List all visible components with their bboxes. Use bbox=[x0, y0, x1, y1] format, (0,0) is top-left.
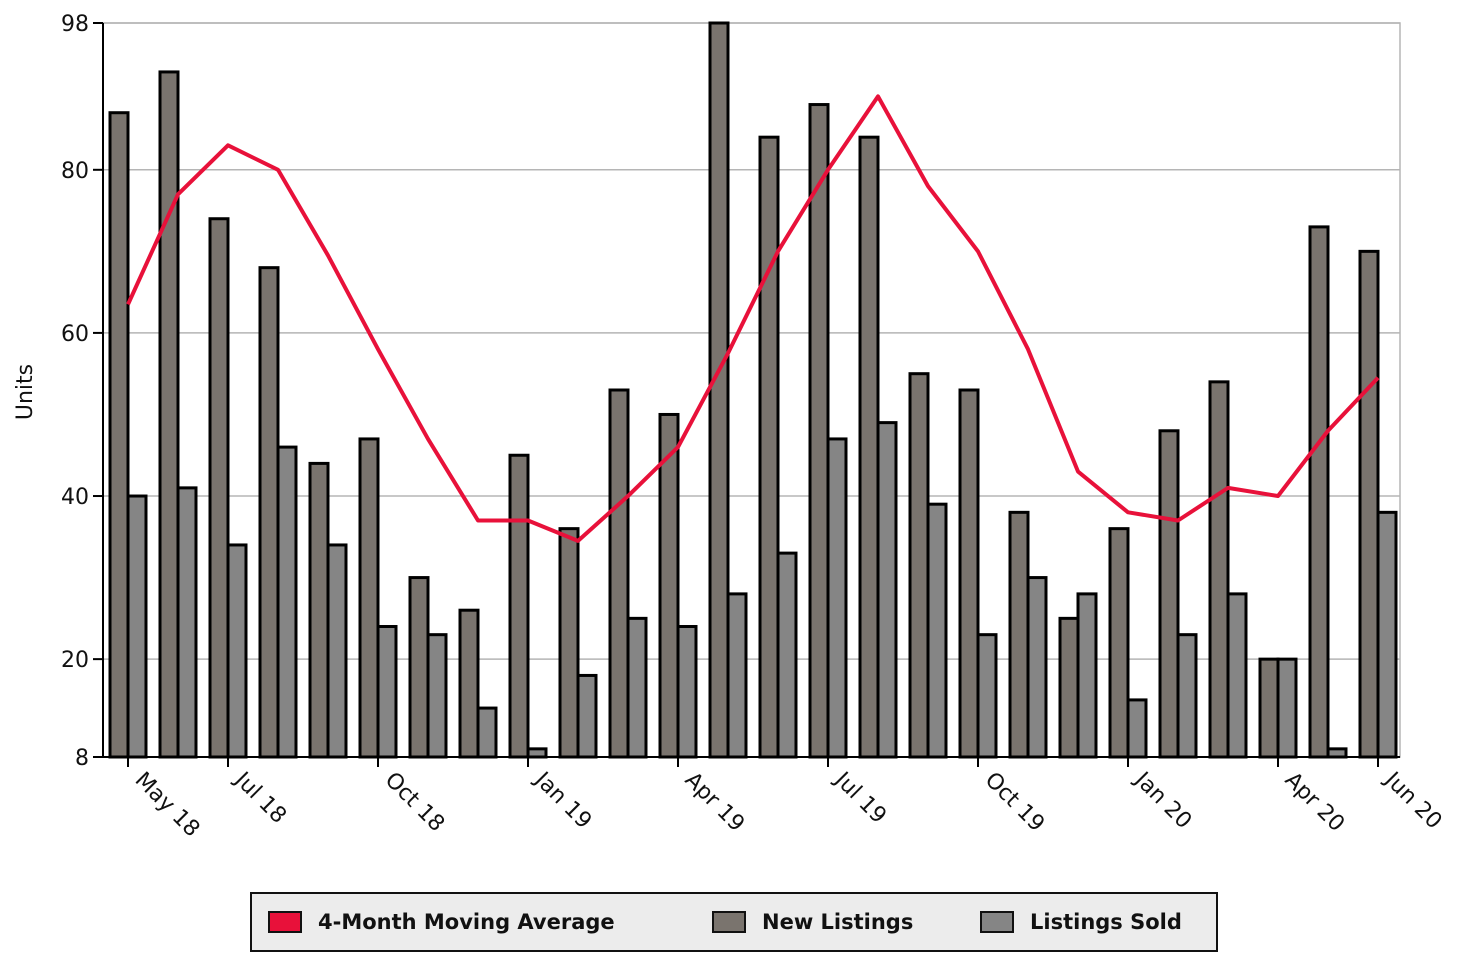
y-tick-label: 20 bbox=[61, 648, 89, 673]
bar-listings-sold bbox=[1276, 657, 1298, 759]
bar-listings-sold bbox=[776, 551, 798, 759]
bar-listings-sold bbox=[476, 706, 498, 759]
bar-new-listings bbox=[1358, 249, 1380, 759]
y-tick-label: 60 bbox=[61, 322, 89, 347]
y-tick-label: 8 bbox=[75, 746, 89, 771]
bar-listings-sold bbox=[226, 543, 248, 759]
bar-listings-sold bbox=[1026, 576, 1048, 759]
legend-item-moving-average: 4-Month Moving Average bbox=[268, 894, 615, 950]
grid-lines bbox=[102, 22, 1401, 758]
legend-label-listings-sold: Listings Sold bbox=[1030, 910, 1182, 934]
x-tick-label: Oct 18 bbox=[380, 768, 449, 837]
bar-listings-sold bbox=[926, 502, 948, 759]
x-tick-label: May 18 bbox=[130, 768, 205, 843]
bar-new-listings bbox=[108, 111, 130, 759]
legend: 4-Month Moving Average New Listings List… bbox=[250, 892, 1218, 952]
y-tick-label: 98 bbox=[61, 12, 89, 37]
bar-new-listings bbox=[708, 21, 730, 759]
bar-new-listings bbox=[1208, 380, 1230, 759]
bar-listings-sold bbox=[1076, 592, 1098, 759]
x-tick-label: Jan 20 bbox=[1128, 766, 1196, 834]
bar-new-listings bbox=[758, 135, 780, 759]
legend-swatch-moving-average bbox=[268, 911, 302, 933]
bar-listings-sold bbox=[126, 494, 148, 759]
plot-area bbox=[102, 22, 1401, 758]
bar-listings-sold bbox=[726, 592, 748, 759]
legend-label-new-listings: New Listings bbox=[762, 910, 914, 934]
bar-new-listings bbox=[808, 103, 830, 759]
x-tick-label: Jun 20 bbox=[1378, 766, 1446, 834]
bar-listings-sold bbox=[426, 633, 448, 759]
bar-listings-sold bbox=[626, 616, 648, 759]
bar-listings-sold bbox=[1126, 698, 1148, 759]
bar-listings-sold bbox=[1176, 633, 1198, 759]
bar-listings-sold bbox=[1326, 747, 1348, 759]
chart: 8 20 40 60 80 98 May 18 Jul 18 Oct 18 Jan 19 Apr 1… bbox=[13, 12, 1446, 843]
bar-listings-sold bbox=[326, 543, 348, 759]
legend-swatch-listings-sold bbox=[980, 911, 1014, 933]
bar-listings-sold bbox=[876, 421, 898, 759]
bar-new-listings bbox=[608, 388, 630, 759]
bar-new-listings bbox=[308, 461, 330, 759]
legend-swatch-new-listings bbox=[712, 911, 746, 933]
bar-listings-sold bbox=[826, 437, 848, 759]
bar-new-listings bbox=[558, 527, 580, 759]
bar-listings-sold bbox=[1376, 510, 1398, 759]
bar-listings-sold bbox=[376, 625, 398, 759]
bar-listings-sold bbox=[1226, 592, 1248, 759]
bar-new-listings bbox=[658, 412, 680, 759]
bar-new-listings bbox=[1158, 429, 1180, 759]
bar-listings-sold bbox=[526, 747, 548, 759]
bar-new-listings bbox=[858, 135, 880, 759]
bar-listings-sold bbox=[676, 625, 698, 759]
bar-new-listings bbox=[958, 388, 980, 759]
bar-listings-sold bbox=[976, 633, 998, 759]
bar-new-listings bbox=[258, 266, 280, 759]
x-tick-label: Jul 19 bbox=[828, 766, 891, 829]
x-tick-label: Oct 19 bbox=[980, 768, 1049, 837]
bar-new-listings bbox=[1058, 616, 1080, 759]
bar-new-listings bbox=[1008, 510, 1030, 759]
bar-new-listings bbox=[1308, 225, 1330, 759]
bar-new-listings bbox=[1108, 527, 1130, 759]
bar-new-listings bbox=[208, 217, 230, 759]
x-tick-label: Jan 19 bbox=[528, 766, 596, 834]
bar-new-listings bbox=[458, 608, 480, 759]
bar-listings-sold bbox=[576, 673, 598, 759]
bar-new-listings bbox=[1258, 657, 1280, 759]
bar-listings-sold bbox=[276, 445, 298, 759]
bar-new-listings bbox=[358, 437, 380, 759]
bar-new-listings bbox=[158, 70, 180, 759]
y-tick-label: 40 bbox=[61, 485, 89, 510]
bar-new-listings bbox=[408, 576, 430, 759]
bar-new-listings bbox=[908, 372, 930, 759]
moving-average-line-group bbox=[126, 94, 1380, 543]
x-tick-label: Jul 18 bbox=[228, 766, 291, 829]
y-axis-label: Units bbox=[13, 364, 38, 420]
bar-listings-sold bbox=[176, 486, 198, 759]
x-tick-label: Apr 20 bbox=[1280, 768, 1349, 837]
y-tick-label: 80 bbox=[61, 159, 89, 184]
legend-item-listings-sold: Listings Sold bbox=[980, 894, 1182, 950]
legend-item-new-listings: New Listings bbox=[712, 894, 913, 950]
bar-new-listings bbox=[508, 453, 530, 759]
moving-average-line bbox=[126, 94, 1380, 543]
legend-label-moving-average: 4-Month Moving Average bbox=[318, 910, 615, 934]
x-tick-label: Apr 19 bbox=[680, 768, 749, 837]
